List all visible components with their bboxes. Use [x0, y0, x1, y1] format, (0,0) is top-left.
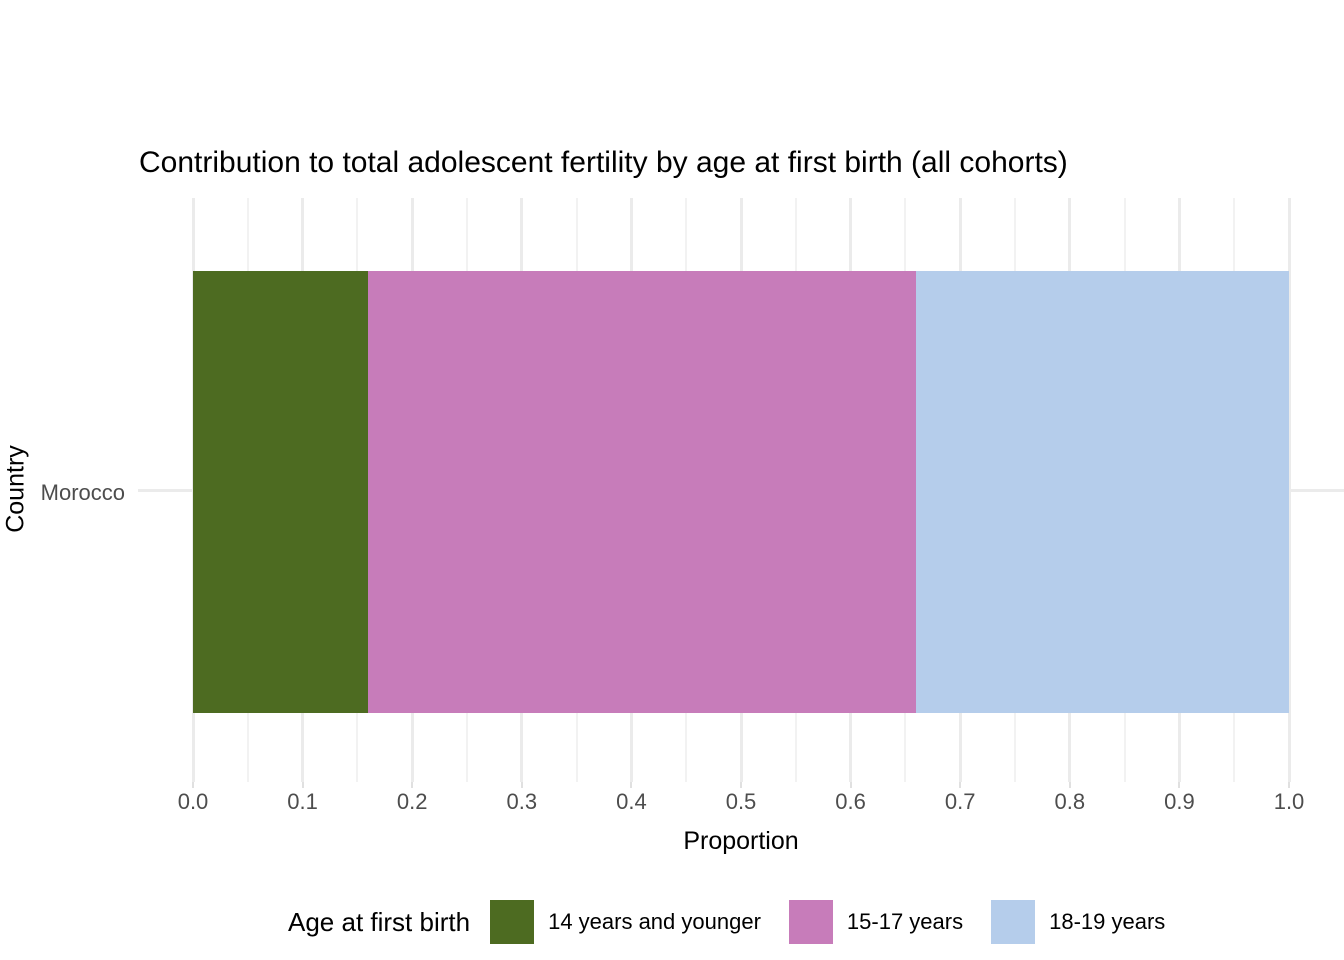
- bar-segment-14-years-and-younger: [193, 271, 369, 713]
- x-tick-label-1.0: 1.0: [1273, 789, 1305, 814]
- legend-swatch-15-17-years: [788, 900, 833, 944]
- legend-title: Age at first birth: [288, 906, 471, 937]
- x-tick-label-0.6: 0.6: [835, 789, 866, 814]
- x-tick-label-0.1: 0.1: [287, 789, 318, 814]
- x-tick-label-0.0: 0.0: [177, 789, 209, 814]
- legend-swatch-18-19-years: [991, 900, 1036, 944]
- legend-label-18-19-years: 18-19 years: [1049, 909, 1166, 934]
- legend-item-18-19-years: 18-19 years: [991, 900, 1165, 944]
- x-tick-mark-1.0: [1288, 782, 1290, 788]
- x-tick-label-0.7: 0.7: [944, 789, 976, 814]
- stacked-bar-morocco: [193, 271, 1289, 713]
- x-tick-label-0.9: 0.9: [1164, 789, 1195, 814]
- x-tick-mark-0.1: [301, 782, 304, 788]
- x-tick-label-0.5: 0.5: [725, 789, 757, 814]
- x-tick-label-0.8: 0.8: [1054, 789, 1086, 814]
- x-tick-mark-0.2: [411, 782, 414, 788]
- y-tick-label-morocco: Morocco: [40, 480, 125, 505]
- legend-item-14-years-and-younger: 14 years and younger: [490, 900, 761, 944]
- plot-panel: [138, 198, 1344, 782]
- chart-title: Contribution to total adolescent fertili…: [139, 146, 1068, 179]
- x-tick-mark-0.9: [1178, 782, 1181, 788]
- x-axis-title: Proportion: [683, 827, 799, 855]
- x-tick-mark-0.4: [630, 782, 633, 788]
- legend-swatch-14-years-and-younger: [490, 900, 535, 944]
- legend: Age at first birth 14 years and younger 1…: [288, 898, 1165, 946]
- x-tick-label-0.4: 0.4: [616, 789, 647, 814]
- bar-segment-15-17-years: [368, 271, 917, 713]
- x-tick-mark-0.5: [740, 782, 742, 788]
- x-tick-label-0.3: 0.3: [506, 789, 538, 814]
- x-tick-mark-0.7: [959, 782, 962, 788]
- legend-item-15-17-years: 15-17 years: [788, 900, 964, 944]
- x-tick-label-0.2: 0.2: [396, 789, 428, 814]
- bar-segment-18-19-years: [916, 271, 1289, 713]
- x-tick-mark-0.3: [520, 782, 523, 788]
- legend-label-15-17-years: 15-17 years: [846, 909, 964, 934]
- x-tick-mark-0.6: [849, 782, 852, 788]
- legend-label-14-years-and-younger: 14 years and younger: [548, 909, 761, 934]
- x-tick-mark-0.8: [1068, 782, 1071, 788]
- x-tick-mark-0.0: [192, 782, 194, 788]
